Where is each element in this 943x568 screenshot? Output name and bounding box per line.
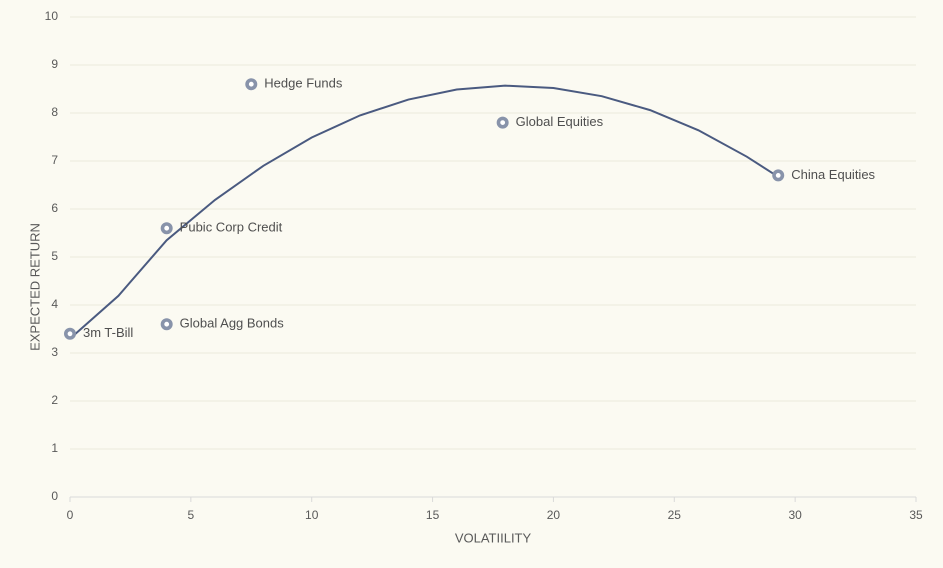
- point: [160, 222, 173, 235]
- x-tick-label: 5: [188, 508, 195, 522]
- y-tick-label: 1: [51, 441, 58, 455]
- x-tick-label: 35: [909, 508, 923, 522]
- point: [64, 327, 77, 340]
- y-tick-label: 7: [51, 153, 58, 167]
- point: [245, 78, 258, 91]
- y-tick-label: 3: [51, 345, 58, 359]
- trendline: [69, 84, 779, 340]
- y-tick-label: 0: [51, 489, 58, 503]
- point-label: Global Agg Bonds: [180, 316, 285, 331]
- y-tick-label: 6: [51, 201, 58, 215]
- y-axis-title: EXPECTED RETURN: [27, 223, 42, 351]
- point: [160, 318, 173, 331]
- y-tick-label: 9: [51, 57, 58, 71]
- x-tick-label: 0: [67, 508, 74, 522]
- point: [496, 116, 509, 129]
- point: [772, 169, 785, 182]
- point-label: Hedge Funds: [264, 76, 343, 91]
- x-tick-label: 20: [547, 508, 561, 522]
- x-tick-label: 10: [305, 508, 319, 522]
- y-tick-label: 10: [45, 9, 59, 23]
- point-label: 3m T-Bill: [83, 325, 133, 340]
- x-tick-label: 15: [426, 508, 440, 522]
- point-label: Global Equities: [516, 114, 604, 129]
- x-tick-label: 25: [668, 508, 682, 522]
- y-tick-label: 5: [51, 249, 58, 263]
- point-label: China Equities: [791, 167, 875, 182]
- y-tick-label: 8: [51, 105, 58, 119]
- point-label: Pubic Corp Credit: [180, 220, 283, 235]
- x-axis-title: VOLATIILITY: [455, 530, 532, 545]
- y-tick-label: 2: [51, 393, 58, 407]
- y-tick-label: 4: [51, 297, 58, 311]
- x-tick-label: 30: [788, 508, 802, 522]
